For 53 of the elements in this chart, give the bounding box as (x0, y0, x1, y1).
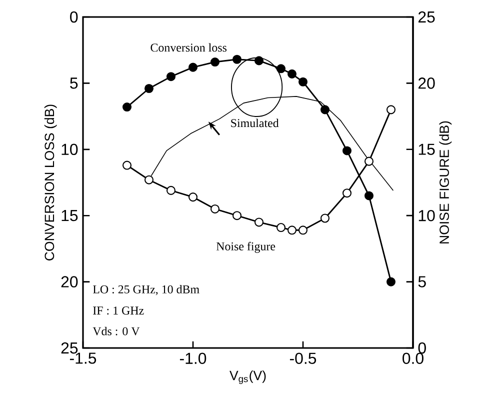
point (364, 156, 374, 166)
y2-tick-label: 0 (418, 342, 426, 354)
point (232, 54, 242, 64)
point (342, 188, 352, 198)
point (287, 226, 297, 235)
y-tick-label: 15 (62, 210, 78, 222)
point (188, 192, 198, 202)
series-label: Conversion loss (150, 43, 227, 52)
point (254, 56, 264, 66)
point (276, 222, 286, 232)
point (276, 64, 286, 74)
point (166, 72, 176, 82)
point (166, 186, 176, 195)
point (342, 146, 352, 156)
point (320, 214, 330, 223)
point (232, 211, 242, 220)
y-axis-title: CONVERSION LOSS (dB) (44, 104, 57, 260)
y-tick-label: 0 (70, 11, 78, 23)
point (254, 218, 264, 227)
point (287, 69, 297, 78)
x-tick-label: -1.0 (180, 352, 206, 364)
point (386, 277, 396, 286)
point (386, 105, 396, 114)
y2-tick-label: 15 (418, 144, 435, 155)
point (320, 105, 330, 114)
y-tick-label: 10 (62, 144, 78, 156)
y2-tick-label: 20 (418, 78, 435, 89)
y-tick-label: 25 (61, 342, 78, 354)
point (188, 62, 198, 72)
y2-tick-label: 25 (418, 11, 435, 23)
y2-axis-title: NOISE FIGURE (dB) (439, 121, 452, 244)
point (144, 175, 154, 184)
annotation: IF : 1 GHz (93, 306, 144, 315)
point (298, 226, 308, 235)
legend-label: Simulated (231, 118, 279, 128)
point (210, 57, 220, 67)
y2-tick-label: 5 (418, 276, 426, 288)
x-axis-title: V$_{gs}$(V) (230, 370, 266, 384)
x-tick-label: -1.5 (70, 352, 96, 364)
annotation: LO : 25 GHz, 10 dBm (92, 285, 200, 296)
point (364, 191, 374, 200)
annotation: Vds : 0 V (92, 326, 140, 336)
y-tick-label: 5 (70, 78, 78, 89)
point (122, 160, 132, 170)
point (122, 102, 132, 112)
point (210, 204, 220, 214)
point (298, 77, 308, 86)
point (144, 84, 154, 94)
x-tick-label: -0.5 (290, 352, 316, 364)
y-tick-label: 20 (61, 276, 78, 288)
y2-tick-label: 10 (418, 210, 435, 222)
series-label: Noise figure (216, 242, 276, 253)
x-tick-label: 0.0 (402, 352, 424, 364)
